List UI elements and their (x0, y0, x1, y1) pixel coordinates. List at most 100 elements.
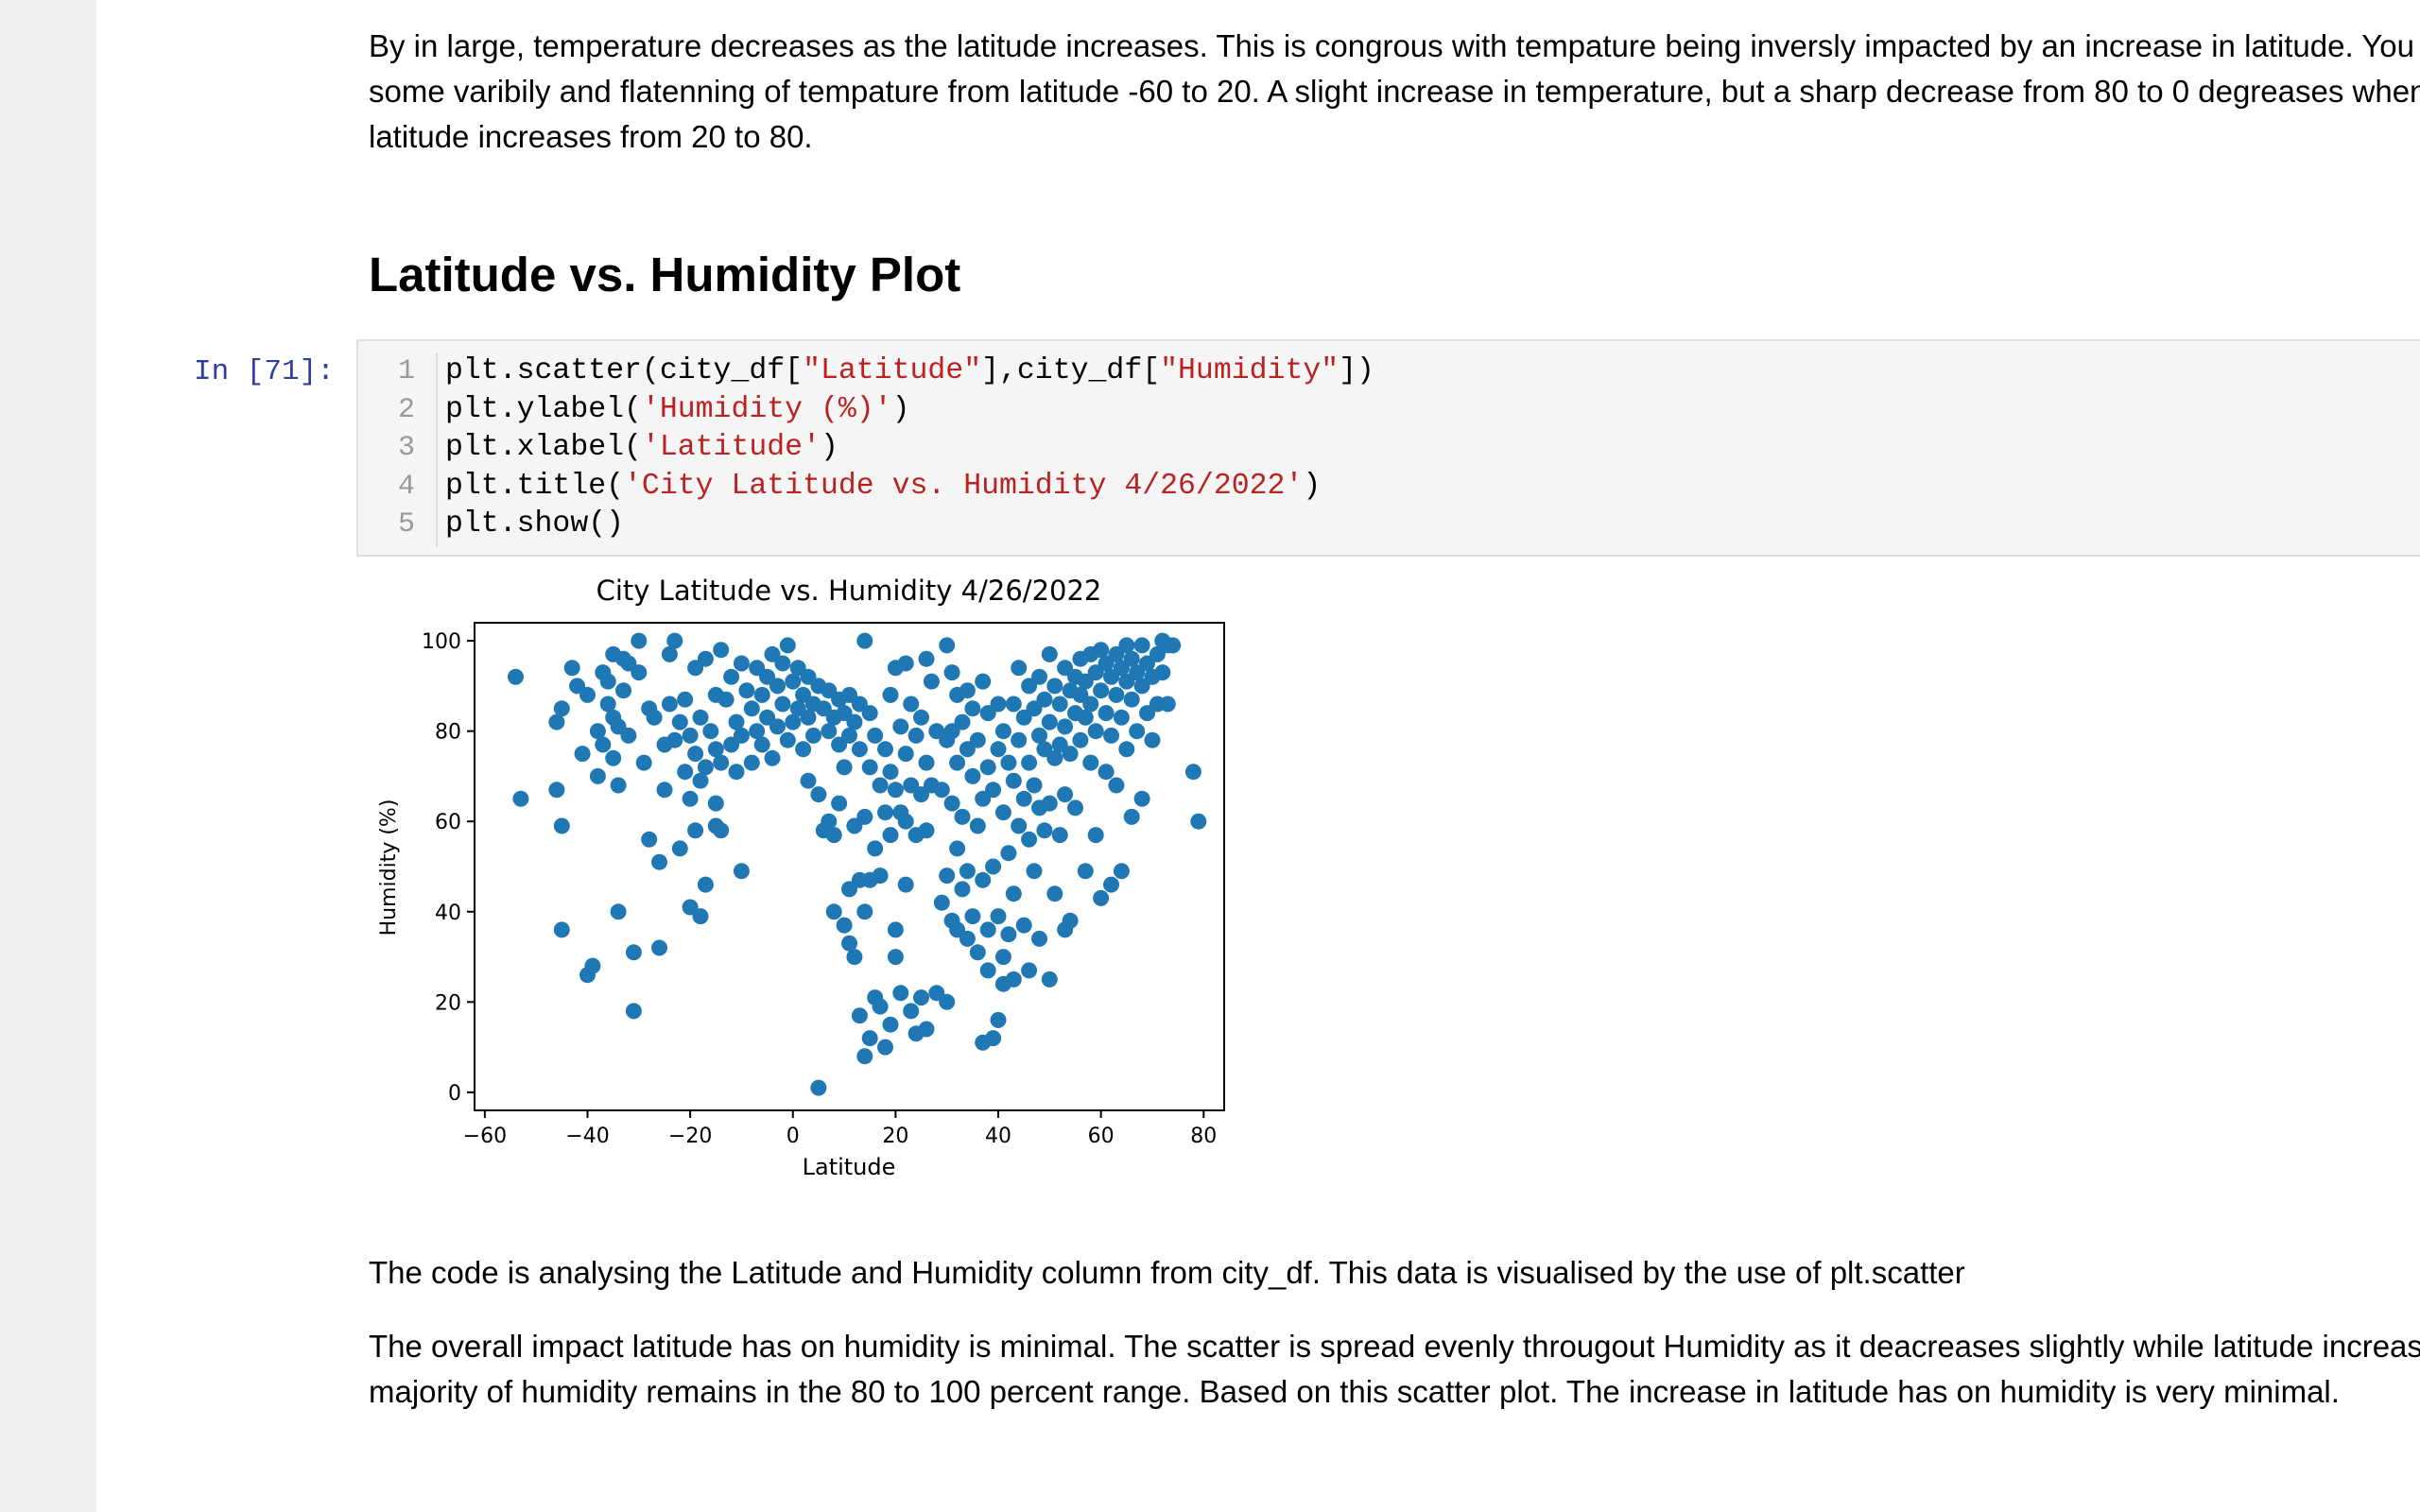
scatter-point (867, 840, 884, 857)
scatter-point (959, 930, 976, 947)
scatter-point (969, 944, 986, 961)
scatter-point (1062, 746, 1079, 763)
scatter-point (975, 871, 992, 888)
code-string-token: "Latitude" (803, 354, 982, 387)
input-prompt: In [71]: (194, 355, 335, 388)
scatter-point (1051, 736, 1068, 753)
scatter-point (846, 949, 863, 966)
scatter-point (1113, 709, 1130, 726)
scatter-point (677, 764, 694, 781)
scatter-point (1057, 786, 1074, 803)
scatter-point (943, 795, 960, 812)
code-token: plt.title( (445, 469, 625, 503)
scatter-point (579, 686, 596, 703)
scatter-point (548, 782, 565, 799)
scatter-point (943, 664, 960, 681)
scatter-point (964, 767, 981, 784)
scatter-point (584, 957, 601, 974)
scatter-point (1011, 817, 1028, 834)
scatter-point (800, 772, 817, 789)
scatter-point (1005, 971, 1022, 988)
scatter-point (1087, 664, 1104, 681)
scatter-point (979, 759, 996, 776)
scatter-point (954, 881, 971, 898)
scatter-point (949, 840, 966, 857)
scatter-point (882, 686, 899, 703)
scatter-point (666, 632, 683, 649)
scatter-point (563, 660, 580, 677)
scatter-point (733, 655, 750, 672)
scatter-point (651, 853, 667, 870)
code-token: ],city_df[ (981, 354, 1161, 387)
scatter-point (985, 858, 1002, 875)
scatter-point (887, 782, 904, 799)
scatter-point (671, 840, 688, 857)
line-number-gutter: 1 2 3 4 5 (358, 352, 438, 547)
scatter-point (656, 782, 673, 799)
scatter-point (851, 1007, 868, 1024)
scatter-point (620, 655, 637, 672)
scatter-point (682, 899, 699, 916)
scatter-point (1087, 827, 1104, 844)
scatter-point (1031, 930, 1047, 947)
scatter-point (939, 868, 956, 885)
scatter-point (954, 713, 971, 730)
scatter-point (764, 645, 781, 662)
scatter-point (1021, 754, 1038, 771)
y-tick-label: 100 (422, 630, 461, 654)
scatter-point (702, 723, 719, 740)
analysis-paragraph-1: The code is analysing the Latitude and H… (369, 1255, 1965, 1290)
scatter-point (908, 727, 925, 744)
scatter-point (1113, 863, 1130, 880)
scatter-point (682, 727, 699, 744)
chart-title: City Latitude vs. Humidity 4/26/2022 (596, 575, 1102, 607)
x-tick-label: 60 (1088, 1125, 1115, 1148)
scatter-point (779, 637, 796, 654)
x-tick-label: 0 (786, 1125, 800, 1148)
scatter-point (867, 727, 884, 744)
scatter-point (795, 686, 812, 703)
scatter-point (1015, 790, 1032, 807)
scatter-point (769, 678, 786, 695)
scatter-point (1036, 822, 1053, 839)
scatter-point (1154, 664, 1171, 681)
scatter-point (682, 790, 699, 807)
scatter-point (836, 917, 853, 934)
scatter-point (599, 696, 616, 713)
line-number: 1 (397, 355, 415, 387)
scatter-point (918, 650, 935, 667)
scatter-point (1133, 637, 1150, 654)
scatter-point (687, 746, 704, 763)
scatter-point (605, 749, 622, 766)
scatter-point (897, 876, 914, 893)
scatter-point (738, 682, 755, 699)
scatter-point (753, 686, 770, 703)
scatter-point (1190, 813, 1207, 830)
notebook-left-gutter (0, 0, 96, 1512)
scatter-point (1123, 650, 1140, 667)
scatter-point (1011, 660, 1028, 677)
scatter-point (836, 759, 853, 776)
code-line: plt.title('City Latitude vs. Humidity 4/… (445, 468, 1374, 507)
scatter-point (825, 827, 842, 844)
scatter-point (785, 713, 802, 730)
scatter-point (610, 903, 627, 920)
scatter-point (1093, 682, 1110, 699)
scatter-point (841, 686, 857, 703)
scatter-point (964, 908, 981, 925)
scatter-point (1041, 645, 1058, 662)
code-line: plt.scatter(city_df["Latitude"],city_df[… (445, 352, 1374, 391)
scatter-point (800, 668, 817, 685)
scatter-point (615, 682, 631, 699)
scatter-point (589, 767, 606, 784)
scatter-point (1041, 795, 1058, 812)
scatter-point (825, 903, 842, 920)
scatter-point (846, 713, 863, 730)
scatter-point (943, 723, 960, 740)
scatter-point (1072, 731, 1089, 748)
code-cell[interactable]: 1 2 3 4 5 plt.scatter(city_df["Latitude"… (356, 339, 2420, 557)
code-editor[interactable]: plt.scatter(city_df["Latitude"],city_df[… (445, 352, 1374, 544)
scatter-point (841, 881, 857, 898)
scatter-point (692, 709, 709, 726)
scatter-point (913, 989, 929, 1006)
